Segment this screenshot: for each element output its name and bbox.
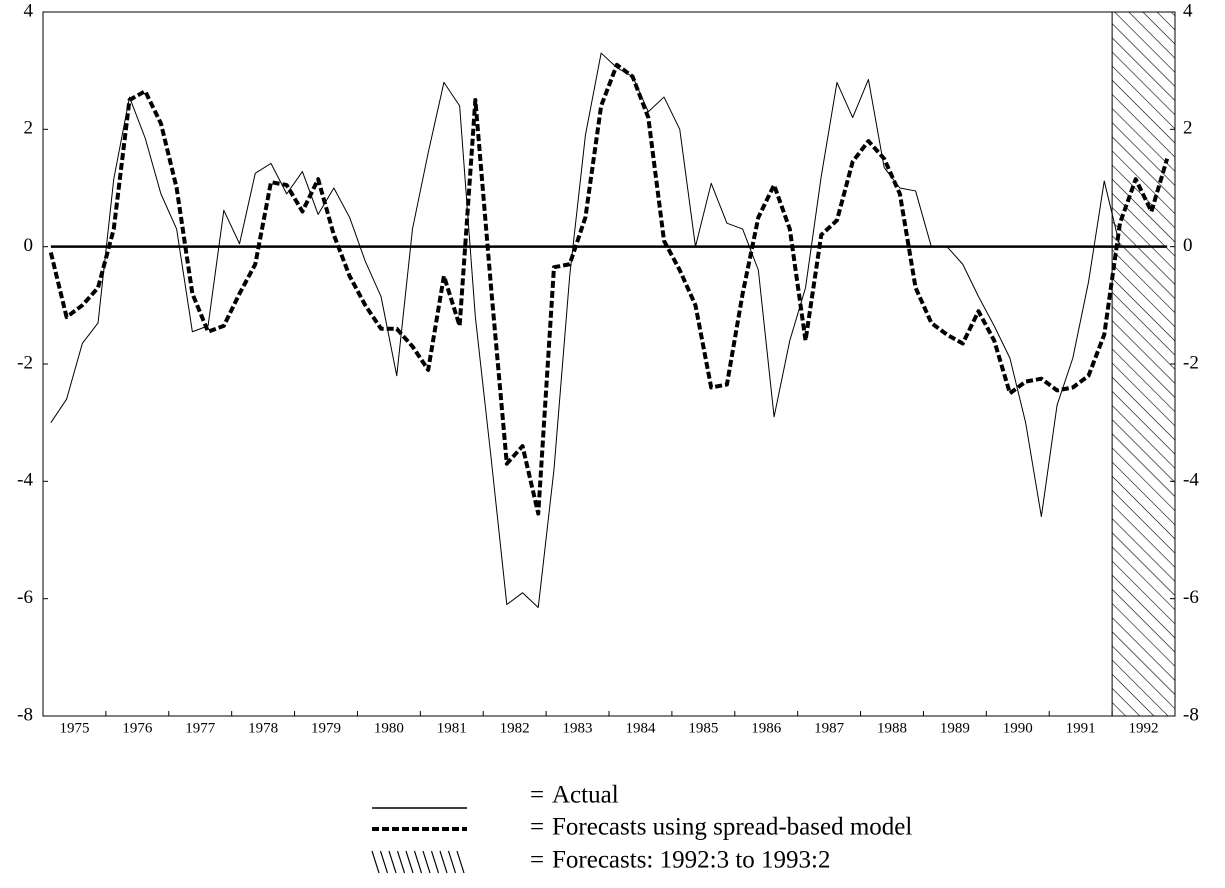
- x-tick-label: 1983: [563, 720, 593, 736]
- x-tick-label: 1986: [751, 720, 782, 736]
- x-tick-label: 1987: [814, 720, 845, 736]
- hatch-stroke: [405, 850, 414, 874]
- legend-prefix: =: [530, 782, 544, 809]
- hatch-stroke: [456, 850, 465, 874]
- x-tick-label: 1975: [59, 720, 89, 736]
- forecast-region: [1111, 11, 1176, 717]
- y2-tick-label: 4: [1183, 0, 1193, 21]
- hatch-stroke: [388, 850, 397, 874]
- x-tick-label: 1984: [625, 720, 656, 736]
- hatch-stroke: [396, 850, 406, 874]
- y-tick-label: -6: [17, 587, 33, 608]
- hatch-stroke: [371, 850, 380, 874]
- hatch-stroke: [413, 850, 423, 874]
- y2-tick-label: -2: [1183, 352, 1199, 373]
- y-tick-label: 2: [24, 118, 34, 139]
- series-line: [50, 52, 1121, 608]
- y2-tick-label: 0: [1183, 235, 1193, 256]
- x-tick-label: 1991: [1066, 720, 1096, 736]
- x-tick-label: 1980: [374, 720, 404, 736]
- x-tick-label: 1982: [500, 720, 530, 736]
- plot-frame: [42, 11, 1176, 717]
- x-tick-label: 1992: [1129, 720, 1159, 736]
- hatch-stroke: [422, 850, 431, 874]
- legend-hatch-swatch: [371, 850, 465, 874]
- x-tick-label: 1985: [688, 720, 718, 736]
- x-tick-label: 1988: [877, 720, 907, 736]
- x-tick-label: 1990: [1003, 720, 1033, 736]
- y2-tick-label: -4: [1183, 470, 1199, 491]
- hatch-stroke: [430, 850, 440, 874]
- legend-label: Forecasts: 1992:3 to 1993:2: [552, 847, 830, 874]
- y-tick-label: -2: [17, 352, 33, 373]
- x-tick-label: 1976: [122, 720, 153, 736]
- x-tick-label: 1979: [311, 720, 341, 736]
- x-tick-label: 1989: [940, 720, 970, 736]
- y-tick-label: 0: [24, 235, 34, 256]
- y-tick-label: -4: [17, 470, 33, 491]
- legend-label: Actual: [552, 782, 619, 809]
- y2-tick-label: 2: [1183, 118, 1193, 139]
- y2-tick-label: -6: [1183, 587, 1199, 608]
- x-tick-label: 1977: [185, 720, 216, 736]
- hatch-stroke: [379, 850, 389, 874]
- hatch-stroke: [439, 850, 448, 874]
- legend-label: Forecasts using spread-based model: [552, 814, 912, 841]
- y-tick-label: 4: [24, 0, 34, 21]
- y-tick-label: -8: [17, 704, 33, 725]
- legend-prefix: =: [530, 847, 544, 874]
- legend-prefix: =: [530, 814, 544, 841]
- y2-tick-label: -8: [1183, 704, 1199, 725]
- hatch-stroke: [447, 850, 457, 874]
- series-line: [48, 62, 1170, 516]
- x-tick-label: 1978: [248, 720, 278, 736]
- x-tick-label: 1981: [437, 720, 467, 736]
